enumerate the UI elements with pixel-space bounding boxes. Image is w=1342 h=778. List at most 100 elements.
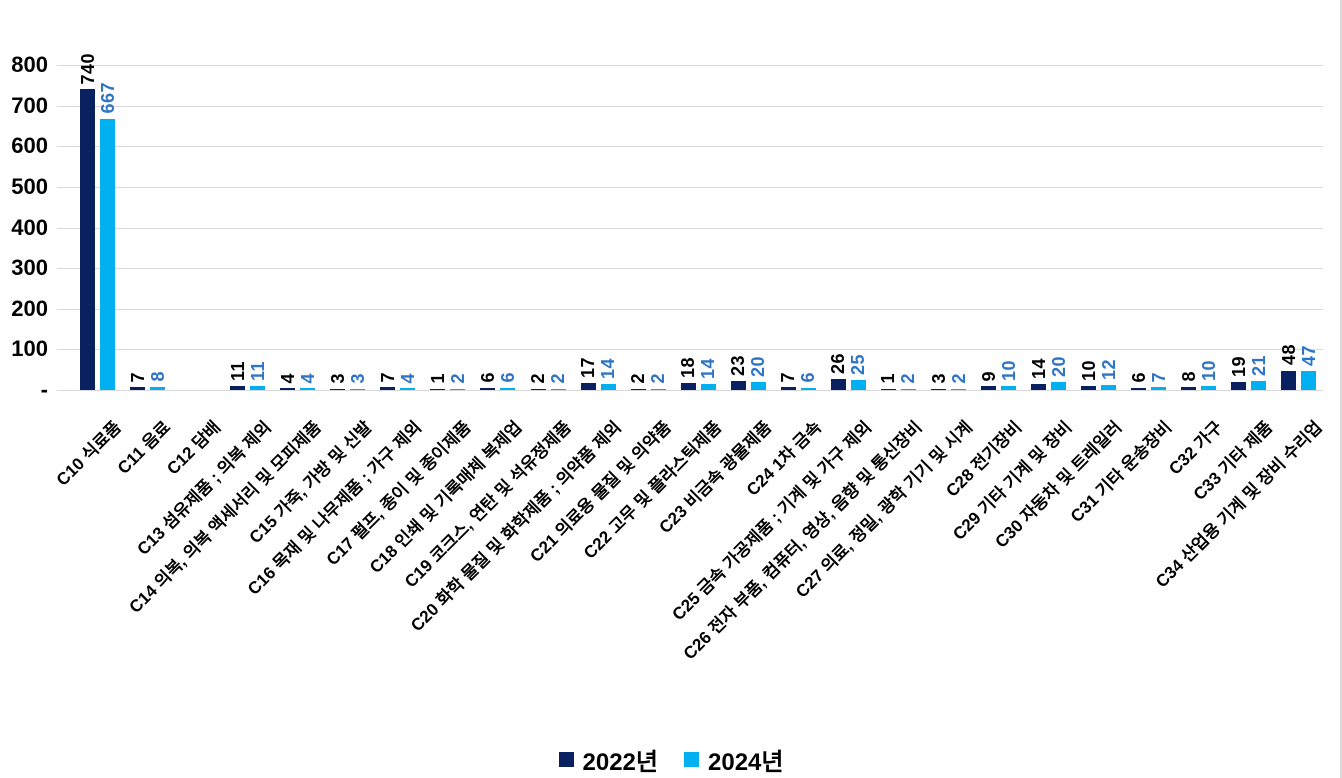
bar-data-label: 2 bbox=[528, 372, 549, 384]
bar bbox=[800, 387, 816, 390]
y-axis-tick-label: 300 bbox=[11, 255, 48, 281]
bar-data-label: 1 bbox=[427, 372, 448, 384]
bar bbox=[1251, 381, 1267, 390]
bar bbox=[300, 388, 316, 390]
bar bbox=[430, 388, 446, 390]
bar-data-label: 19 bbox=[1228, 356, 1249, 378]
gridline bbox=[57, 268, 1323, 270]
bar-data-label: 2 bbox=[447, 372, 468, 384]
bar bbox=[530, 388, 546, 390]
bar-data-label: 25 bbox=[848, 353, 869, 375]
bar-data-label: 17 bbox=[578, 357, 599, 379]
y-axis-tick-label: 200 bbox=[11, 295, 48, 321]
bar-data-label: 23 bbox=[728, 354, 749, 376]
bar bbox=[680, 382, 696, 390]
bar bbox=[280, 388, 296, 390]
bar bbox=[931, 388, 947, 390]
gridline bbox=[57, 227, 1323, 229]
gridline bbox=[57, 146, 1323, 148]
bar bbox=[1001, 385, 1017, 390]
bar bbox=[650, 388, 666, 390]
bar-data-label: 26 bbox=[828, 353, 849, 375]
bar-data-label: 47 bbox=[1298, 344, 1319, 366]
bar bbox=[900, 388, 916, 390]
bar bbox=[250, 385, 266, 390]
bar bbox=[230, 385, 246, 390]
bar bbox=[850, 379, 866, 390]
bar-data-label: 4 bbox=[277, 372, 298, 384]
bar-data-label: 48 bbox=[1278, 344, 1299, 366]
bar bbox=[1081, 385, 1097, 390]
bar-data-label: 11 bbox=[227, 360, 248, 381]
bar-data-label: 4 bbox=[297, 372, 318, 384]
bar-data-label: 740 bbox=[77, 52, 98, 85]
gridline bbox=[57, 390, 1323, 391]
bar-data-label: 6 bbox=[497, 372, 518, 383]
bar-data-label: 18 bbox=[678, 356, 699, 378]
gridline bbox=[57, 65, 1323, 66]
bar bbox=[550, 388, 566, 390]
bar-data-label: 11 bbox=[247, 360, 268, 381]
bar bbox=[400, 388, 416, 390]
category-label: C11 음료 bbox=[114, 417, 175, 478]
bar-data-label: 2 bbox=[628, 372, 649, 384]
bar-data-label: 3 bbox=[928, 372, 949, 384]
bar bbox=[730, 380, 746, 390]
gridline bbox=[57, 186, 1323, 188]
bar bbox=[951, 388, 967, 390]
y-axis-tick-label: 400 bbox=[11, 214, 48, 240]
legend-item: 2024년 bbox=[684, 742, 783, 777]
bar-data-label: 21 bbox=[1248, 355, 1269, 377]
gridline bbox=[57, 105, 1323, 107]
bar-data-label: 2 bbox=[948, 372, 969, 384]
bar bbox=[1281, 370, 1297, 390]
category-label: C10 식료품 bbox=[52, 417, 125, 490]
bar bbox=[350, 388, 366, 390]
y-axis-tick-label: - bbox=[40, 377, 48, 402]
bar bbox=[1181, 386, 1197, 390]
bar bbox=[380, 387, 396, 390]
bar bbox=[100, 119, 115, 390]
bar-data-label: 4 bbox=[397, 372, 418, 384]
bar-data-label: 2 bbox=[648, 372, 669, 384]
y-axis-tick-label: 100 bbox=[11, 336, 48, 362]
bar bbox=[1131, 387, 1147, 390]
bar-data-label: 20 bbox=[748, 355, 769, 377]
gridline bbox=[57, 308, 1323, 310]
bar-data-label: 7 bbox=[377, 371, 398, 383]
legend-label: 2022년 bbox=[582, 749, 658, 776]
bar-data-label: 10 bbox=[998, 359, 1019, 381]
bar-data-label: 3 bbox=[327, 372, 348, 384]
bar-data-label: 7 bbox=[1148, 371, 1169, 383]
bar-data-label: 7 bbox=[778, 371, 799, 383]
bar bbox=[780, 387, 796, 390]
bar-data-label: 8 bbox=[1178, 371, 1199, 382]
bar-data-label: 2 bbox=[548, 372, 569, 384]
y-axis-tick-label: 800 bbox=[11, 52, 48, 77]
bar bbox=[500, 387, 516, 390]
bar bbox=[1301, 370, 1317, 390]
bar-data-label: 6 bbox=[798, 372, 819, 383]
bar-data-label: 20 bbox=[1048, 355, 1069, 377]
bar-data-label: 12 bbox=[1098, 359, 1119, 381]
bar-data-label: 9 bbox=[978, 370, 999, 382]
bar bbox=[880, 388, 896, 390]
bar bbox=[330, 388, 346, 390]
bar-data-label: 1 bbox=[878, 372, 899, 384]
legend-swatch bbox=[558, 752, 574, 767]
legend-label: 2024년 bbox=[708, 749, 784, 776]
bar bbox=[130, 387, 146, 390]
legend-item: 2022년 bbox=[558, 742, 658, 777]
legend: 2022년 2024년 bbox=[0, 742, 1342, 777]
bar bbox=[1101, 385, 1117, 390]
bar bbox=[1231, 382, 1247, 390]
legend-swatch bbox=[684, 752, 699, 767]
bar bbox=[80, 89, 95, 390]
bar-data-label: 6 bbox=[1128, 372, 1149, 383]
bar-data-label: 10 bbox=[1198, 359, 1219, 381]
bar bbox=[981, 386, 997, 390]
bar bbox=[750, 381, 766, 390]
bar-data-label: 7 bbox=[127, 371, 148, 383]
y-axis-tick-label: 500 bbox=[11, 173, 48, 199]
